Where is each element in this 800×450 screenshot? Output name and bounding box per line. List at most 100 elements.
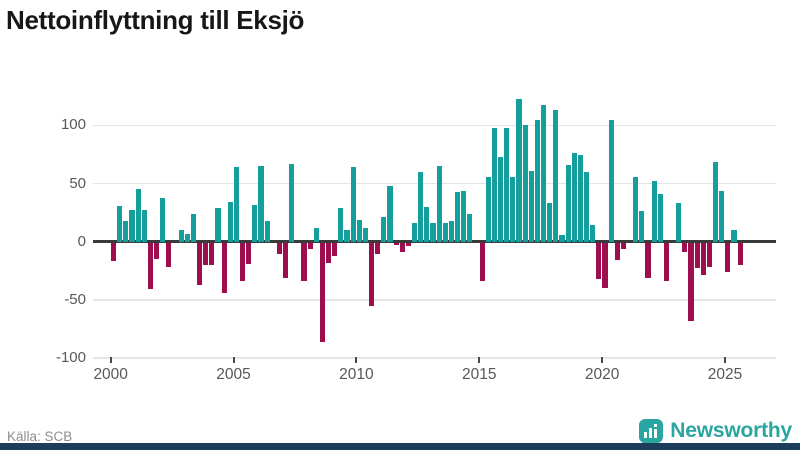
x-tick (355, 357, 358, 363)
bar (725, 243, 731, 272)
bar (510, 176, 516, 242)
bar (393, 243, 399, 246)
bar (147, 243, 154, 290)
x-axis-label: 2000 (93, 366, 128, 383)
gridline-y--100 (93, 357, 776, 359)
bar (504, 127, 510, 242)
bar (418, 171, 424, 242)
zero-axis-line (93, 240, 776, 243)
logo-bar-3 (654, 429, 658, 438)
brand-lockup: Newsworthy (639, 417, 792, 448)
bar (436, 166, 442, 242)
bar (676, 203, 682, 242)
bar (258, 166, 264, 242)
bar (375, 243, 381, 255)
bar (602, 243, 608, 289)
bar (301, 243, 307, 282)
bar (135, 189, 141, 242)
bar (246, 243, 252, 264)
bar (608, 119, 614, 242)
brand-name: Newsworthy (670, 419, 792, 442)
x-tick (723, 357, 726, 363)
bar (596, 243, 602, 279)
bar (332, 243, 338, 256)
logo-bar-2 (649, 428, 653, 438)
y-axis-label: 100 (60, 116, 86, 134)
bar (584, 171, 590, 242)
bar (276, 243, 283, 255)
bar (197, 243, 203, 285)
bar (227, 202, 233, 242)
bar (620, 243, 627, 249)
bar (694, 243, 700, 269)
bar (577, 154, 584, 242)
bar (319, 243, 326, 342)
bar (633, 176, 639, 242)
bar (706, 243, 713, 268)
y-axis-label: -50 (64, 290, 86, 308)
newsworthy-logo-icon (639, 419, 664, 448)
bar (289, 163, 295, 242)
source-note: Källa: SCB (7, 429, 73, 444)
bar (203, 243, 209, 265)
x-tick (601, 357, 604, 363)
bar (399, 243, 405, 253)
y-axis-label: 50 (69, 174, 86, 192)
bar (559, 234, 565, 242)
bar (184, 233, 190, 242)
bar (209, 243, 215, 265)
logo-exclamation-dot (654, 424, 658, 427)
bar (356, 219, 362, 242)
gridline-y-50 (93, 182, 776, 185)
bar (639, 211, 645, 242)
bar (326, 243, 332, 263)
bar (528, 170, 534, 242)
bar (657, 194, 663, 242)
x-tick (232, 357, 235, 363)
bar (123, 220, 129, 242)
bar (467, 213, 473, 242)
bar (516, 98, 522, 242)
x-axis-label: 2015 (462, 366, 497, 383)
bar (614, 243, 620, 261)
bar (663, 243, 670, 282)
bar (178, 230, 184, 242)
bar (141, 210, 147, 242)
chart-title: Nettoinflyttning till Eksjö (6, 5, 305, 35)
bar (455, 191, 461, 242)
x-axis-label: 2005 (216, 366, 251, 383)
bar (719, 190, 725, 242)
bar (117, 205, 123, 242)
bar (430, 223, 436, 242)
bar (313, 227, 319, 242)
bar (405, 243, 412, 247)
bar (412, 223, 418, 242)
x-tick (109, 357, 112, 363)
bar (461, 190, 467, 242)
bar (307, 243, 313, 249)
bar (154, 243, 160, 260)
x-axis-label: 2020 (584, 366, 620, 383)
bar (448, 220, 455, 242)
bottom-accent-bar (0, 443, 800, 450)
bar (491, 127, 498, 242)
bar (571, 153, 577, 242)
gridline-y--50 (93, 299, 776, 301)
bar (344, 230, 350, 242)
bar (547, 203, 553, 242)
x-tick (478, 357, 481, 363)
bar (731, 230, 737, 242)
bar (534, 119, 541, 242)
bar (645, 243, 651, 278)
bar (485, 176, 491, 242)
bar (264, 220, 270, 242)
bar (590, 225, 596, 242)
bar (387, 185, 393, 242)
bar (369, 243, 375, 306)
bar (442, 223, 448, 242)
bar (362, 227, 369, 242)
bar (498, 156, 504, 242)
bar (350, 167, 356, 242)
bar (682, 243, 688, 253)
